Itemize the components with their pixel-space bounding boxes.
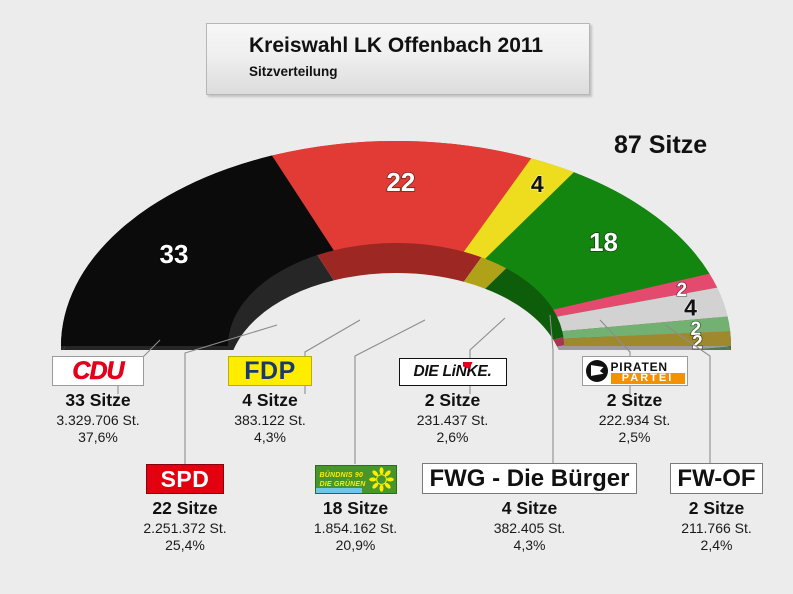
title-box: Kreiswahl LK Offenbach 2011 Sitzverteilu…: [206, 23, 590, 95]
arc-segment-cdu[interactable]: [61, 155, 334, 346]
arc-seat-count-fdp: 4: [531, 171, 544, 197]
votes-value-spd: 2.251.372 St.: [143, 520, 227, 536]
seats-value-fdp: 4 Sitze: [242, 390, 298, 410]
cdu-logo-text: CDU: [72, 356, 125, 385]
percent-value-fdp: 4,3%: [254, 429, 286, 445]
percent-value-piraten: 2,5%: [618, 429, 651, 445]
arc-seat-count-die-linke: 2: [677, 280, 688, 301]
fwof-logo-text: FW-OF: [677, 464, 756, 492]
logo-wrap-fdp: FDP: [195, 352, 345, 386]
arc-segment-die-linke[interactable]: [553, 273, 718, 317]
gruene-logo-text-1: BÜNDNIS 90: [319, 472, 364, 479]
votes-value-linke: 231.437 St.: [416, 412, 489, 428]
legend-item-fwof[interactable]: FW-OF 2 Sitze 211.766 St. 2,4%: [649, 460, 784, 553]
fwg-logo-text: FWG - Die Bürger: [429, 464, 630, 492]
fdp-logo: FDP: [228, 356, 312, 386]
sunflower-icon: [368, 467, 394, 492]
gruene-logo-text: BÜNDNIS 90 DIE GRÜNEN: [320, 471, 366, 489]
votes-value-gruene: 1.854.162 St.: [313, 520, 398, 536]
seats-value-fwof: 2 Sitze: [688, 498, 745, 518]
arc-segment-b-ndnis-90-die-gr-nen[interactable]: [485, 172, 710, 310]
die-linke-logo-text: DIE LiNKE.: [413, 363, 492, 380]
arc-segment-spd[interactable]: [272, 141, 532, 252]
percent-value-spd: 25,4%: [165, 537, 205, 553]
percent-value-linke: 2,6%: [436, 429, 469, 445]
page-subtitle: Sitzverteilung: [249, 64, 338, 79]
legend-item-linke[interactable]: DIE LiNKE. 2 Sitze 231.437 St. 2,6%: [370, 352, 535, 445]
arc-seat-count-fw-of: 2: [692, 332, 703, 350]
votes-value-fdp: 383.122 St.: [234, 412, 306, 428]
gruene-logo-strip: [315, 488, 362, 493]
seats-value-cdu: 33 Sitze: [65, 390, 131, 410]
piratenpartei-logo: PIRATEN PARTEI: [581, 356, 688, 386]
percent-value-gruene: 20,9%: [335, 537, 376, 553]
seats-value-piraten: 2 Sitze: [606, 390, 663, 410]
arc-seat-count-cdu: 33: [160, 239, 189, 269]
buendnis90-die-gruenen-logo: BÜNDNIS 90 DIE GRÜNEN: [314, 465, 397, 494]
arc-segment-fdp[interactable]: [463, 158, 574, 259]
logo-wrap-fwof: FW-OF: [649, 460, 784, 494]
seats-value-linke: 2 Sitze: [424, 390, 481, 410]
legend-item-cdu[interactable]: CDU 33 Sitze 3.329.706 St. 37,6%: [18, 352, 178, 445]
page-title: Kreiswahl LK Offenbach 2011: [249, 34, 544, 57]
fwg-die-buerger-logo: FWG - Die Bürger: [422, 463, 637, 494]
percent-value-cdu: 37,6%: [78, 429, 118, 445]
legend-item-piraten[interactable]: PIRATEN PARTEI 2 Sitze 222.934 St. 2,5%: [552, 352, 717, 445]
arc-seat-count-fwg-die-b-rger: 4: [684, 294, 697, 320]
votes-value-piraten: 222.934 St.: [598, 412, 671, 428]
logo-wrap-gruene: BÜNDNIS 90 DIE GRÜNEN: [283, 460, 428, 494]
piraten-logo-text-2: PARTEI: [610, 373, 685, 384]
piraten-logo-text-1: PIRATEN: [610, 360, 668, 374]
logo-wrap-piraten: PIRATEN PARTEI: [552, 352, 717, 386]
fdp-logo-text: FDP: [244, 356, 296, 385]
votes-value-cdu: 3.329.706 St.: [56, 412, 140, 428]
cdu-logo: CDU: [52, 356, 144, 386]
fw-of-logo: FW-OF: [670, 463, 763, 494]
votes-value-fwg: 382.405 St.: [493, 520, 566, 536]
spd-logo-text: SPD: [160, 465, 210, 492]
legend-item-spd[interactable]: SPD 22 Sitze 2.251.372 St. 25,4%: [110, 460, 260, 553]
total-seats-label: 87 Sitze: [614, 131, 708, 159]
spd-logo: SPD: [146, 464, 224, 494]
percent-value-fwof: 2,4%: [700, 537, 733, 553]
die-linke-logo: DIE LiNKE.: [398, 358, 507, 386]
arc-seat-count-b-ndnis-90-die-gr-nen: 18: [589, 227, 618, 257]
logo-wrap-linke: DIE LiNKE.: [370, 352, 535, 386]
pirate-flag-icon: [585, 360, 608, 382]
logo-wrap-cdu: CDU: [18, 352, 178, 386]
logo-wrap-fwg: FWG - Die Bürger: [407, 460, 652, 494]
legend-item-gruene[interactable]: BÜNDNIS 90 DIE GRÜNEN: [283, 460, 428, 553]
gruene-logo-text-2: DIE GRÜNEN: [319, 481, 366, 488]
seats-value-spd: 22 Sitze: [152, 498, 218, 518]
arc-seat-count-spd: 22: [386, 167, 415, 197]
red-flag-icon: [462, 362, 473, 369]
percent-value-fwg: 4,3%: [513, 537, 546, 553]
logo-wrap-spd: SPD: [110, 460, 260, 494]
seats-value-gruene: 18 Sitze: [322, 498, 389, 518]
votes-value-fwof: 211.766 St.: [681, 520, 752, 536]
seats-value-fwg: 4 Sitze: [501, 498, 558, 518]
legend-item-fdp[interactable]: FDP 4 Sitze 383.122 St. 4,3%: [195, 352, 345, 445]
legend-item-fwg[interactable]: FWG - Die Bürger 4 Sitze 382.405 St. 4,3…: [407, 460, 652, 553]
